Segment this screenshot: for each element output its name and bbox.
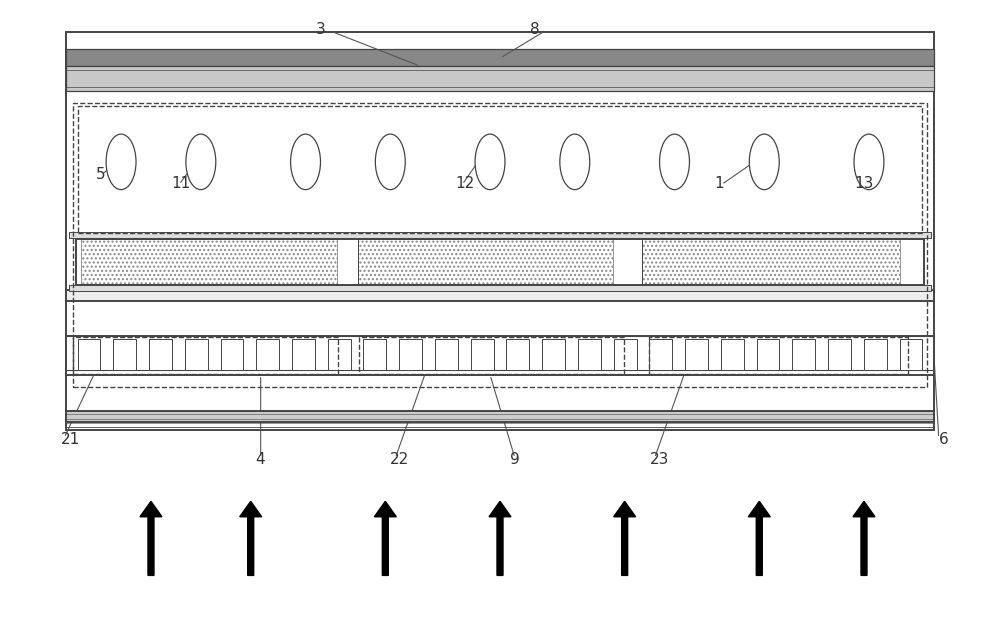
FancyArrow shape (748, 502, 770, 575)
Bar (66, 336, 934, 375)
Bar (185, 339, 208, 370)
FancyArrow shape (374, 502, 396, 575)
Bar (359, 337, 624, 374)
Bar (358, 239, 613, 285)
Bar (828, 339, 851, 370)
Bar (73, 337, 338, 374)
Bar (221, 339, 243, 370)
Bar (78, 106, 922, 233)
Bar (399, 339, 422, 370)
FancyArrow shape (489, 502, 511, 575)
Ellipse shape (854, 134, 884, 190)
FancyArrow shape (853, 502, 875, 575)
Text: 5: 5 (96, 167, 106, 182)
Bar (328, 339, 351, 370)
Bar (792, 339, 815, 370)
Text: 1: 1 (714, 176, 724, 191)
Bar (76, 239, 924, 285)
Text: 23: 23 (650, 452, 669, 467)
Bar (757, 339, 779, 370)
Text: 9: 9 (510, 452, 520, 467)
Bar (363, 339, 386, 370)
Text: 4: 4 (256, 452, 265, 467)
Bar (69, 232, 931, 238)
Ellipse shape (660, 134, 689, 190)
Bar (113, 339, 136, 370)
Text: 13: 13 (854, 176, 873, 191)
Text: 22: 22 (390, 452, 410, 467)
Bar (66, 411, 934, 422)
Text: 12: 12 (455, 176, 474, 191)
Bar (649, 339, 672, 370)
Bar (471, 339, 494, 370)
Bar (256, 339, 279, 370)
Ellipse shape (106, 134, 136, 190)
Ellipse shape (186, 134, 216, 190)
Bar (73, 104, 927, 387)
FancyArrow shape (140, 502, 162, 575)
Ellipse shape (749, 134, 779, 190)
Text: 11: 11 (171, 176, 190, 191)
Bar (506, 339, 529, 370)
Bar (81, 239, 337, 285)
Bar (685, 339, 708, 370)
FancyArrow shape (614, 502, 636, 575)
Bar (69, 285, 931, 291)
Bar (649, 337, 908, 374)
Bar (66, 290, 934, 301)
Bar (578, 339, 601, 370)
Text: 8: 8 (530, 22, 540, 37)
Ellipse shape (291, 134, 320, 190)
Ellipse shape (560, 134, 590, 190)
Bar (721, 339, 744, 370)
Bar (66, 49, 934, 66)
Text: 21: 21 (61, 432, 80, 447)
Bar (900, 339, 922, 370)
Ellipse shape (375, 134, 405, 190)
Text: 6: 6 (939, 432, 949, 447)
FancyArrow shape (240, 502, 262, 575)
Bar (66, 66, 934, 91)
Text: 3: 3 (316, 22, 325, 37)
Bar (542, 339, 565, 370)
Bar (614, 339, 637, 370)
Bar (149, 339, 172, 370)
Bar (66, 32, 934, 430)
Bar (292, 339, 315, 370)
Bar (435, 339, 458, 370)
Bar (78, 339, 100, 370)
Ellipse shape (475, 134, 505, 190)
Bar (864, 339, 887, 370)
Bar (642, 239, 900, 285)
